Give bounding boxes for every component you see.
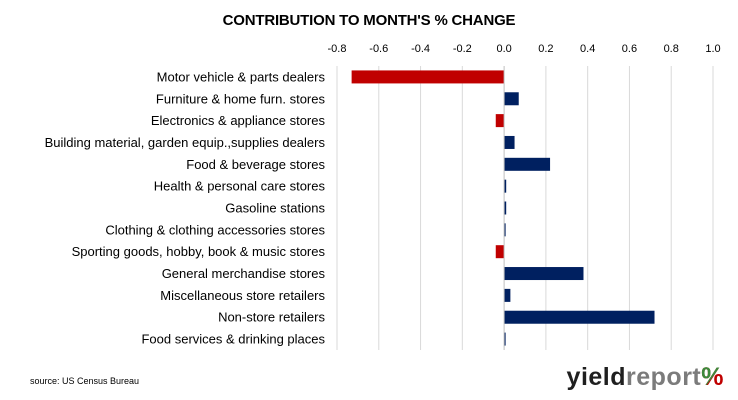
source-note: source: US Census Bureau (30, 376, 140, 386)
percent-logo-icon: %% (701, 363, 724, 391)
bar (504, 179, 507, 193)
x-tick-label: -0.6 (369, 43, 388, 55)
bar (504, 223, 506, 237)
logo-word-report: report (626, 363, 702, 391)
bar (495, 245, 505, 259)
x-tick-label: -0.8 (328, 43, 347, 55)
bar (495, 114, 505, 128)
category-label: Motor vehicle & parts dealers (157, 69, 326, 84)
category-label: Health & personal care stores (154, 179, 326, 194)
bar (504, 92, 519, 106)
category-label: Electronics & appliance stores (151, 113, 326, 128)
yieldreport-logo: yieldreport%% (567, 362, 724, 392)
logo-word-yield: yield (566, 363, 627, 391)
category-label: Gasoline stations (225, 201, 325, 216)
chart-title: CONTRIBUTION TO MONTH'S % CHANGE (222, 12, 516, 29)
bar (504, 201, 507, 215)
x-tick-label: 0.0 (496, 43, 511, 55)
category-label: General merchandise stores (162, 266, 326, 281)
bar (351, 70, 505, 84)
bar (504, 332, 506, 346)
x-tick-label: -0.2 (453, 43, 472, 55)
x-tick-label: 0.6 (622, 43, 637, 55)
bar (504, 267, 584, 281)
category-label: Miscellaneous store retailers (160, 288, 325, 303)
category-label: Furniture & home furn. stores (156, 91, 326, 106)
bar (504, 288, 511, 302)
bar (504, 135, 515, 149)
bar (504, 157, 551, 171)
x-tick-label: -0.4 (411, 43, 430, 55)
category-label: Food & beverage stores (186, 157, 325, 172)
category-label: Building material, garden equip.,supplie… (45, 135, 326, 150)
category-label: Clothing & clothing accessories stores (105, 222, 325, 237)
category-label: Food services & drinking places (141, 332, 325, 347)
x-tick-label: 1.0 (705, 43, 720, 55)
x-tick-label: 0.4 (580, 43, 595, 55)
category-label: Sporting goods, hobby, book & music stor… (72, 244, 326, 259)
bar (504, 310, 655, 324)
x-tick-label: 0.8 (664, 43, 679, 55)
category-label: Non-store retailers (218, 310, 325, 325)
x-tick-label: 0.2 (538, 43, 553, 55)
